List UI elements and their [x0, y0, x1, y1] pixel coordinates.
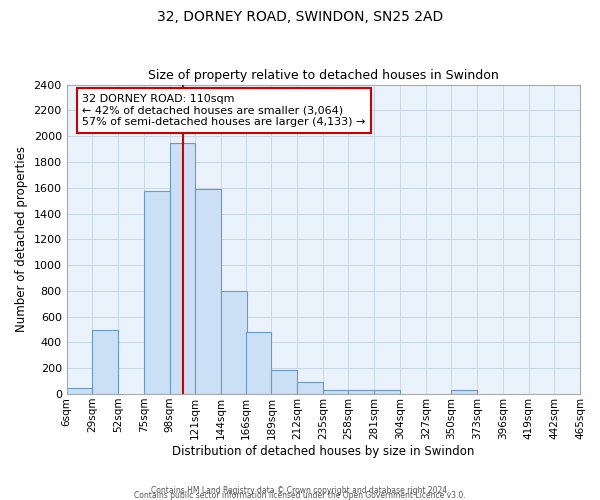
- Bar: [67, 388, 92, 394]
- Text: Contains HM Land Registry data © Crown copyright and database right 2024.: Contains HM Land Registry data © Crown c…: [151, 486, 449, 495]
- Bar: [170, 142, 195, 394]
- Bar: [297, 382, 323, 394]
- Bar: [271, 370, 297, 394]
- Bar: [374, 390, 400, 394]
- Bar: [451, 390, 477, 394]
- Text: 32, DORNEY ROAD, SWINDON, SN25 2AD: 32, DORNEY ROAD, SWINDON, SN25 2AD: [157, 10, 443, 24]
- Text: 32 DORNEY ROAD: 110sqm
← 42% of detached houses are smaller (3,064)
57% of semi-: 32 DORNEY ROAD: 110sqm ← 42% of detached…: [82, 94, 365, 127]
- Bar: [245, 332, 271, 394]
- Bar: [195, 189, 221, 394]
- Y-axis label: Number of detached properties: Number of detached properties: [15, 146, 28, 332]
- Title: Size of property relative to detached houses in Swindon: Size of property relative to detached ho…: [148, 69, 499, 82]
- Bar: [349, 390, 374, 394]
- Bar: [144, 191, 170, 394]
- Bar: [323, 390, 349, 394]
- Text: Contains public sector information licensed under the Open Government Licence v3: Contains public sector information licen…: [134, 490, 466, 500]
- Bar: [92, 330, 118, 394]
- Bar: [221, 291, 247, 394]
- X-axis label: Distribution of detached houses by size in Swindon: Distribution of detached houses by size …: [172, 444, 475, 458]
